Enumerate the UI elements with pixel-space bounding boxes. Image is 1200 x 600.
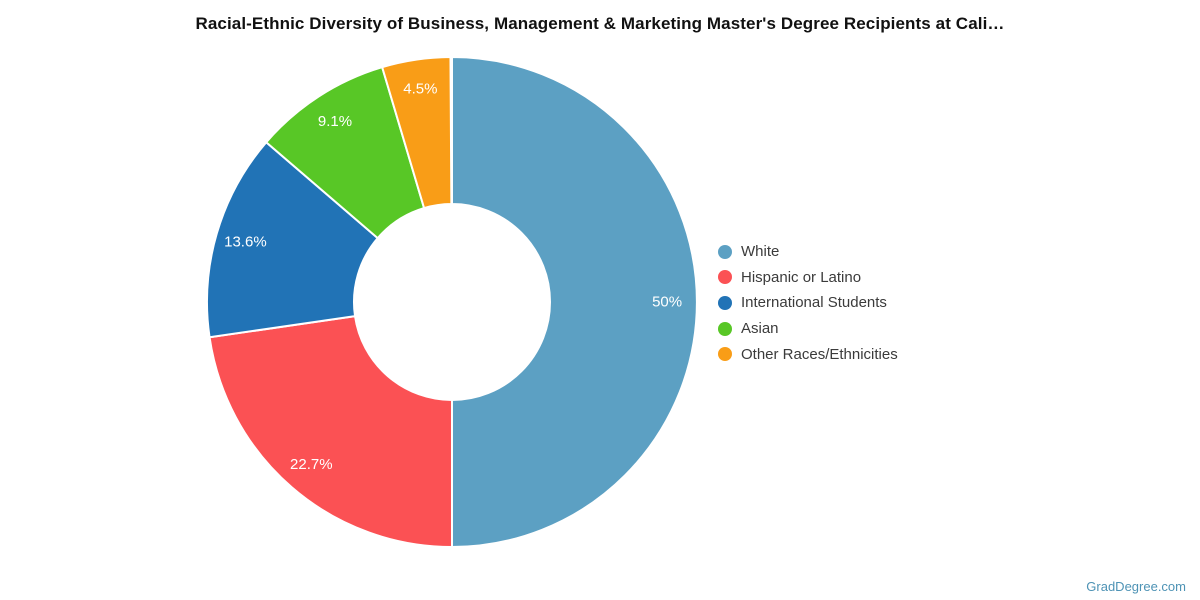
pie-slice-white[interactable] bbox=[451, 55, 698, 549]
pie-slice-other-races-ethnicities[interactable] bbox=[380, 55, 453, 210]
legend-item-asian[interactable]: Asian bbox=[718, 316, 898, 342]
chart-title: Racial-Ethnic Diversity of Business, Man… bbox=[195, 14, 1005, 33]
legend-item-hispanic-or-latino[interactable]: Hispanic or Latino bbox=[718, 265, 898, 291]
legend-label: Other Races/Ethnicities bbox=[741, 345, 898, 363]
legend-swatch-icon bbox=[718, 321, 732, 336]
pie-slice-international-students[interactable] bbox=[206, 140, 380, 339]
legend-swatch-icon bbox=[718, 295, 732, 310]
legend-label: Hispanic or Latino bbox=[741, 268, 862, 286]
legend-swatch-icon bbox=[718, 270, 732, 285]
legend-label: White bbox=[741, 243, 780, 261]
pie-slice-hispanic-or-latino[interactable] bbox=[208, 314, 453, 549]
watermark-link[interactable]: GradDegree.com bbox=[1086, 579, 1186, 594]
legend-item-other-races-ethnicities[interactable]: Other Races/Ethnicities bbox=[718, 341, 898, 367]
legend: White Hispanic or Latino International Stu… bbox=[718, 239, 898, 367]
legend-item-international-students[interactable]: International Students bbox=[718, 290, 898, 316]
legend-swatch-icon bbox=[718, 244, 732, 259]
legend-label: Asian bbox=[741, 320, 779, 338]
legend-item-white[interactable]: White bbox=[718, 239, 898, 265]
legend-label: International Students bbox=[741, 294, 887, 312]
legend-swatch-icon bbox=[718, 347, 732, 362]
